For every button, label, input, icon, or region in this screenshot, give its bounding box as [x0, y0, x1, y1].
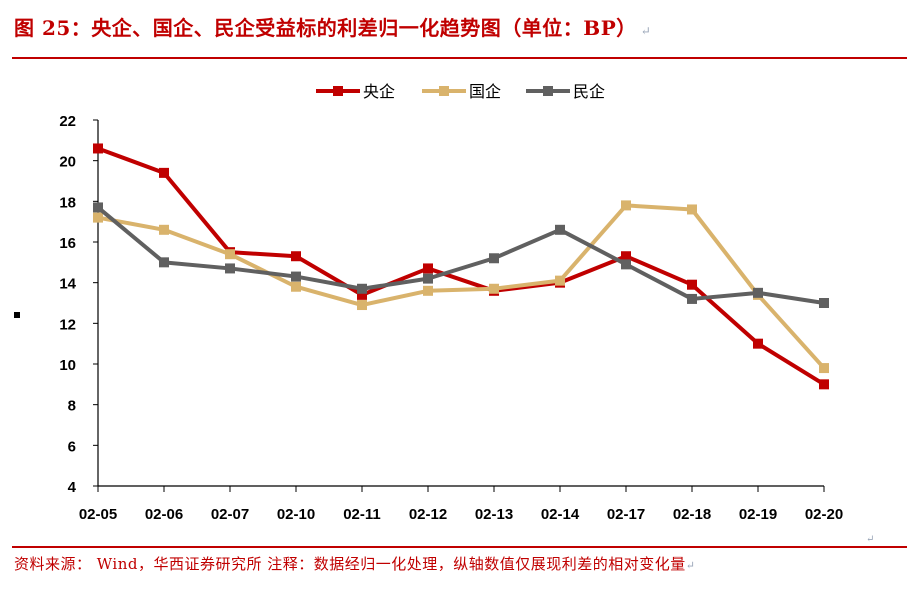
x-tick-label: 02-14	[541, 506, 580, 523]
data-point	[291, 251, 301, 262]
bullet-marker	[14, 312, 20, 318]
x-tick-label: 02-19	[739, 506, 777, 523]
legend-label: 国企	[469, 82, 501, 101]
y-tick-label: 20	[59, 154, 76, 171]
series-lines	[93, 143, 829, 390]
data-point	[489, 253, 499, 264]
legend-label: 央企	[363, 82, 395, 101]
source-divider	[12, 546, 907, 548]
y-tick-label: 18	[59, 194, 76, 211]
data-point	[819, 298, 829, 308]
x-tick-label: 02-13	[475, 506, 513, 523]
data-point	[687, 279, 697, 290]
y-tick-label: 10	[59, 357, 76, 374]
x-tick-label: 02-20	[805, 506, 843, 523]
x-tick-label: 02-06	[145, 506, 183, 523]
data-point	[687, 293, 697, 304]
x-tick-label: 02-05	[79, 506, 117, 523]
return-mark: ↵	[640, 24, 652, 38]
legend-swatch-marker	[333, 86, 343, 96]
series-line-央企	[97, 146, 826, 387]
data-point	[621, 200, 631, 211]
source-return-mark: ↵	[685, 559, 696, 572]
data-point	[291, 281, 301, 292]
data-point	[93, 202, 103, 213]
x-tick-label: 02-11	[343, 506, 381, 523]
y-tick-label: 6	[68, 438, 76, 455]
data-point	[753, 338, 763, 349]
y-tick-label: 12	[59, 316, 76, 333]
data-point	[225, 263, 235, 274]
data-point	[753, 287, 763, 298]
y-tick-label: 4	[68, 479, 77, 496]
data-point	[159, 224, 169, 235]
series-line-国企	[97, 203, 826, 370]
data-point	[423, 263, 433, 274]
data-point	[489, 283, 499, 294]
y-tick-label: 22	[59, 113, 76, 130]
y-tick-label: 16	[59, 235, 76, 252]
data-point	[423, 273, 433, 284]
title-text: 图 25：央企、国企、民企受益标的利差归一化趋势图（单位：BP）	[14, 16, 637, 40]
data-point	[687, 204, 697, 215]
data-point	[93, 143, 103, 154]
data-point	[621, 251, 631, 262]
data-point	[225, 249, 235, 260]
x-tick-label: 02-12	[409, 506, 447, 523]
y-tick-label: 8	[68, 398, 76, 415]
data-point	[555, 224, 565, 235]
legend: 央企 国企 民企	[316, 82, 605, 101]
series-line-民企	[96, 205, 825, 305]
data-point	[159, 257, 169, 268]
chart-title: 图 25：央企、国企、民企受益标的利差归一化趋势图（单位：BP） ↵	[14, 12, 651, 41]
x-tick-label: 02-18	[673, 506, 711, 523]
data-point	[555, 275, 565, 286]
x-tick-label: 02-17	[607, 506, 645, 523]
data-point	[159, 167, 169, 178]
chart-return-mark: ↵	[866, 534, 875, 545]
legend-swatch-marker	[439, 86, 449, 96]
x-tick-label: 02-07	[211, 506, 249, 523]
data-point	[819, 379, 829, 390]
y-tick-label: 14	[59, 276, 76, 293]
data-point	[291, 271, 301, 282]
title-divider	[12, 57, 907, 59]
data-point	[423, 285, 433, 296]
axes: 4 6 8 10 12 14 16 18 20 22 02-05 02-06 02-07 02-10 02-…	[59, 113, 843, 523]
source-text: 资料来源： Wind，华西证券研究所 注释：数据经归一化处理，纵轴数值仅展现利差…	[14, 555, 686, 573]
data-point	[819, 363, 829, 374]
data-point	[621, 259, 631, 270]
legend-swatch-marker	[543, 86, 553, 96]
data-point	[357, 300, 367, 311]
data-point	[357, 289, 367, 300]
data-point	[357, 283, 367, 294]
legend-label: 民企	[573, 82, 605, 101]
source-note: 资料来源： Wind，华西证券研究所 注释：数据经归一化处理，纵轴数值仅展现利差…	[14, 553, 695, 574]
x-tick-label: 02-10	[277, 506, 315, 523]
data-point	[93, 212, 103, 223]
